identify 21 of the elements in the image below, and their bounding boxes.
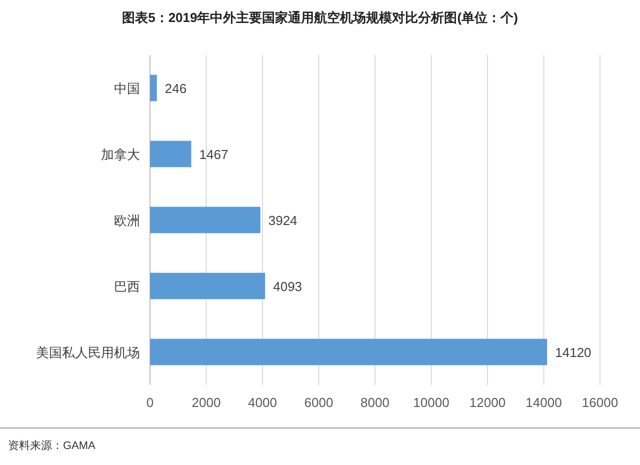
category: 巴西 bbox=[114, 279, 140, 294]
xtick: 10000 bbox=[413, 395, 450, 410]
title: 图表5：2019年中外主要国家通用航空机场规模对比分析图(单位：个) bbox=[122, 10, 518, 25]
category: 欧洲 bbox=[114, 213, 140, 228]
xtick: 4000 bbox=[248, 395, 277, 410]
data-label: 1467 bbox=[199, 147, 228, 162]
category: 加拿大 bbox=[101, 147, 140, 162]
xtick: 16000 bbox=[582, 395, 618, 410]
data-label: 3924 bbox=[268, 213, 298, 228]
data-label: 4093 bbox=[273, 279, 302, 294]
xtick: 0 bbox=[146, 395, 154, 410]
data-label: 246 bbox=[164, 81, 187, 96]
xtick: 14000 bbox=[526, 395, 562, 410]
xtick: 12000 bbox=[469, 395, 506, 410]
annotation: 资料来源：GAMA bbox=[8, 440, 96, 452]
data-label: 14120 bbox=[555, 345, 592, 360]
xtick: 6000 bbox=[304, 395, 334, 410]
category: 中国 bbox=[114, 81, 140, 96]
category: 美国私人民用机场 bbox=[36, 345, 140, 360]
xtick: 2000 bbox=[192, 395, 221, 410]
xtick: 8000 bbox=[360, 395, 390, 410]
